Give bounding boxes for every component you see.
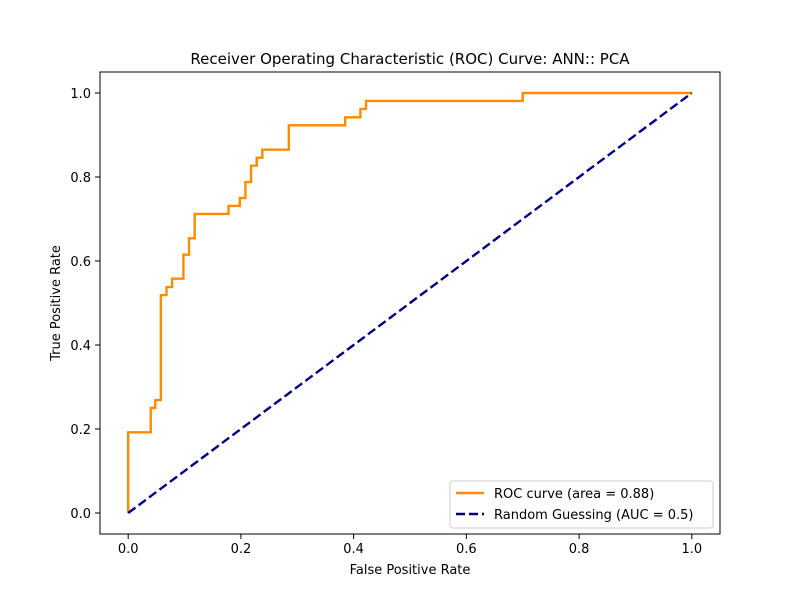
- series-layer: [126, 91, 693, 514]
- random-guessing-line: [127, 92, 693, 514]
- y-tick-label: 0.6: [70, 255, 91, 270]
- legend: ROC curve (area = 0.88) Random Guessing (…: [449, 480, 714, 529]
- x-tick-label: 1.0: [681, 542, 702, 557]
- roc-curve-line: [126, 91, 692, 513]
- x-tick-label: 0.2: [231, 542, 252, 557]
- y-tick-label: 0.2: [70, 423, 91, 438]
- chart-title: Receiver Operating Characteristic (ROC) …: [190, 50, 630, 68]
- legend-label: Random Guessing (AUC = 0.5): [494, 508, 694, 523]
- x-tick-label: 0.0: [118, 542, 139, 557]
- axis-layer: 0.0 0.2 0.4 0.6 0.8 1.0 0.0 0.2 0.4 0.6 0.8 1.0: [70, 87, 702, 557]
- x-axis-label: False Positive Rate: [350, 563, 471, 578]
- y-tick-label: 0.8: [70, 171, 91, 186]
- x-tick-label: 0.6: [456, 542, 477, 557]
- x-tick-label: 0.8: [569, 542, 590, 557]
- legend-label: ROC curve (area = 0.88): [494, 487, 654, 502]
- legend-box: [449, 480, 714, 529]
- x-tick-label: 0.4: [343, 542, 364, 557]
- plot-frame: [99, 71, 721, 535]
- y-tick-label: 0.4: [70, 339, 91, 354]
- y-tick-label: 1.0: [70, 87, 91, 102]
- y-tick-label: 0.0: [70, 507, 91, 522]
- y-axis-label: True Positive Rate: [49, 245, 64, 362]
